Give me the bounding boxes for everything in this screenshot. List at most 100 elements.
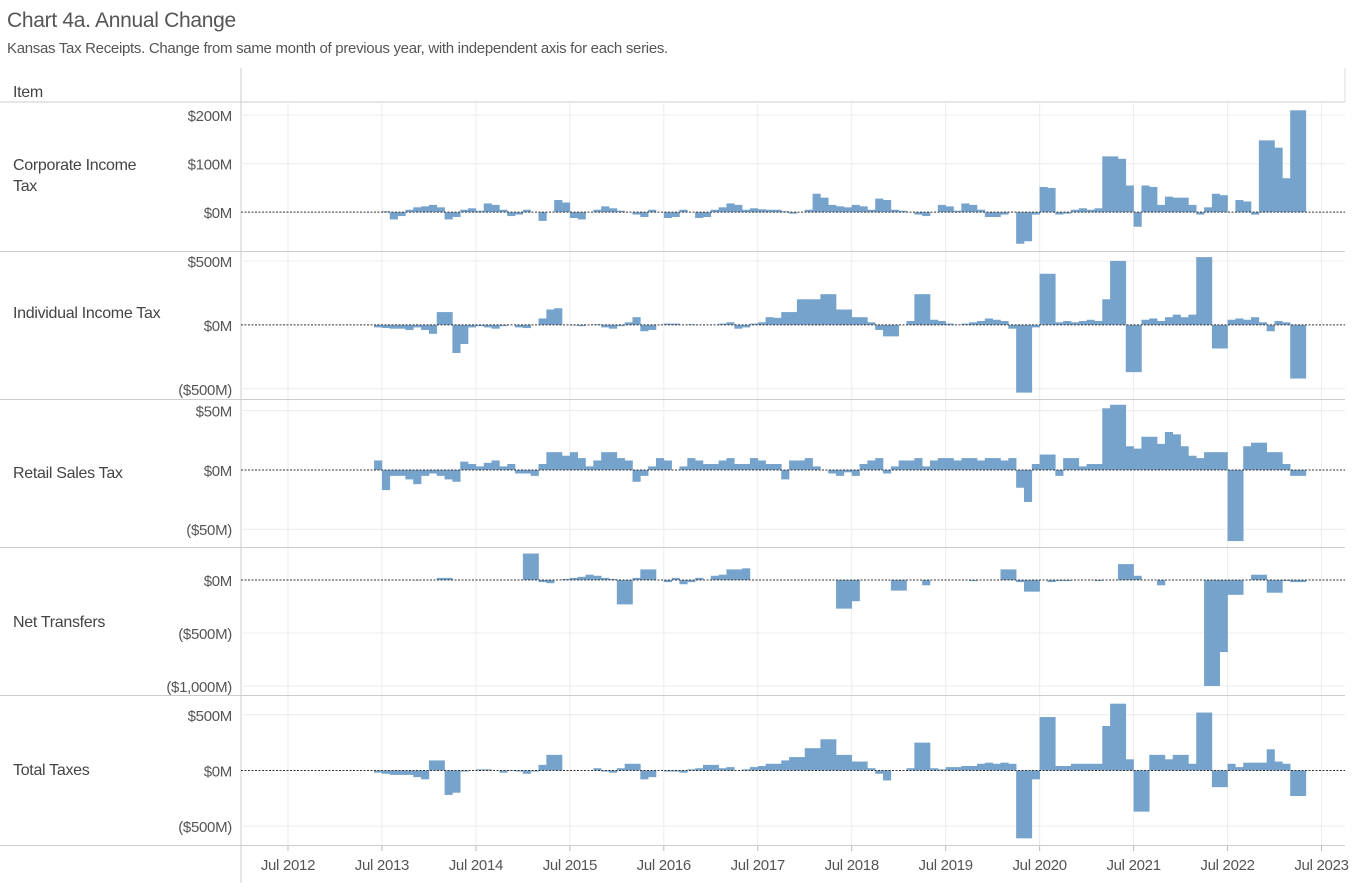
bar [1117, 158, 1127, 213]
bar [1172, 434, 1181, 470]
bar [1157, 204, 1166, 213]
bar [1149, 318, 1158, 325]
bar [530, 553, 539, 581]
bar [577, 324, 586, 327]
bar [1204, 580, 1213, 686]
bar [444, 577, 453, 581]
bar [1133, 575, 1142, 581]
bar [734, 204, 743, 213]
bar [428, 204, 438, 213]
bar [796, 299, 806, 325]
bar [1258, 574, 1268, 581]
bar [1141, 185, 1150, 213]
bar [679, 770, 688, 773]
bar [1110, 404, 1119, 470]
x-tick-label: Jul 2023 [1294, 857, 1348, 874]
bar [421, 206, 430, 213]
bar [890, 466, 900, 470]
bar [749, 323, 759, 325]
bar [397, 469, 406, 476]
bar [702, 212, 712, 218]
bar [397, 770, 406, 775]
bar [1188, 763, 1197, 771]
bar [1235, 200, 1244, 213]
bar [773, 209, 782, 213]
bar [515, 770, 524, 772]
bar [1290, 770, 1299, 797]
bar [930, 768, 939, 771]
bar [945, 458, 954, 470]
bar [381, 770, 391, 774]
bar [624, 580, 633, 605]
bar [1227, 580, 1236, 595]
bar [1196, 458, 1205, 470]
bar [937, 458, 946, 470]
bar [1172, 197, 1181, 213]
y-tick-label: ($50M) [186, 522, 232, 539]
bar [1039, 186, 1048, 213]
bar [789, 212, 798, 214]
bar [1227, 469, 1236, 542]
bar [569, 577, 578, 581]
bar [1070, 209, 1080, 213]
bar [1196, 212, 1205, 215]
bar [749, 458, 759, 470]
y-tick-label: ($500M) [178, 626, 232, 643]
bar [718, 323, 727, 325]
bar [1055, 469, 1064, 476]
bar [538, 318, 547, 325]
bar [397, 324, 406, 329]
bar [374, 770, 383, 773]
bar [609, 452, 618, 470]
bar [945, 206, 954, 213]
x-tick-label: Jul 2019 [919, 857, 973, 874]
bar [1055, 322, 1064, 325]
bar [593, 575, 602, 581]
bar [1031, 770, 1040, 780]
bar [1078, 321, 1087, 325]
bar [1211, 452, 1221, 470]
bar [984, 318, 993, 325]
bar [593, 460, 602, 470]
bar [1266, 452, 1275, 470]
bar [906, 321, 915, 325]
bar [867, 460, 876, 470]
bar [1204, 712, 1213, 771]
bar [1086, 209, 1095, 213]
bar [554, 308, 563, 325]
bar [1211, 193, 1221, 213]
bar [663, 770, 672, 772]
bar [1164, 196, 1174, 213]
bar [1164, 432, 1174, 470]
bar [1008, 324, 1017, 329]
bar [562, 455, 571, 470]
bar [640, 770, 649, 780]
bar [1219, 580, 1228, 653]
bar [781, 760, 790, 771]
bar [546, 452, 555, 470]
bar [867, 209, 876, 213]
bar [624, 322, 633, 325]
bar [1078, 466, 1087, 470]
row-label: Corporate Income Tax [13, 157, 137, 195]
bar [804, 209, 813, 213]
bar [1258, 140, 1268, 213]
bar [507, 212, 516, 217]
bar [922, 212, 931, 217]
bar [828, 204, 837, 213]
bar [969, 204, 978, 213]
bar [609, 324, 618, 329]
bar [1164, 317, 1174, 325]
bar [695, 768, 704, 771]
bar [1251, 762, 1260, 771]
bar [789, 757, 798, 771]
bar [1196, 712, 1205, 771]
bar [969, 580, 978, 582]
bar [851, 204, 860, 213]
bar [1282, 322, 1291, 325]
bar [1266, 140, 1275, 213]
bar [742, 324, 751, 328]
bar [413, 324, 422, 328]
bar [749, 208, 759, 213]
bar [1039, 454, 1048, 470]
